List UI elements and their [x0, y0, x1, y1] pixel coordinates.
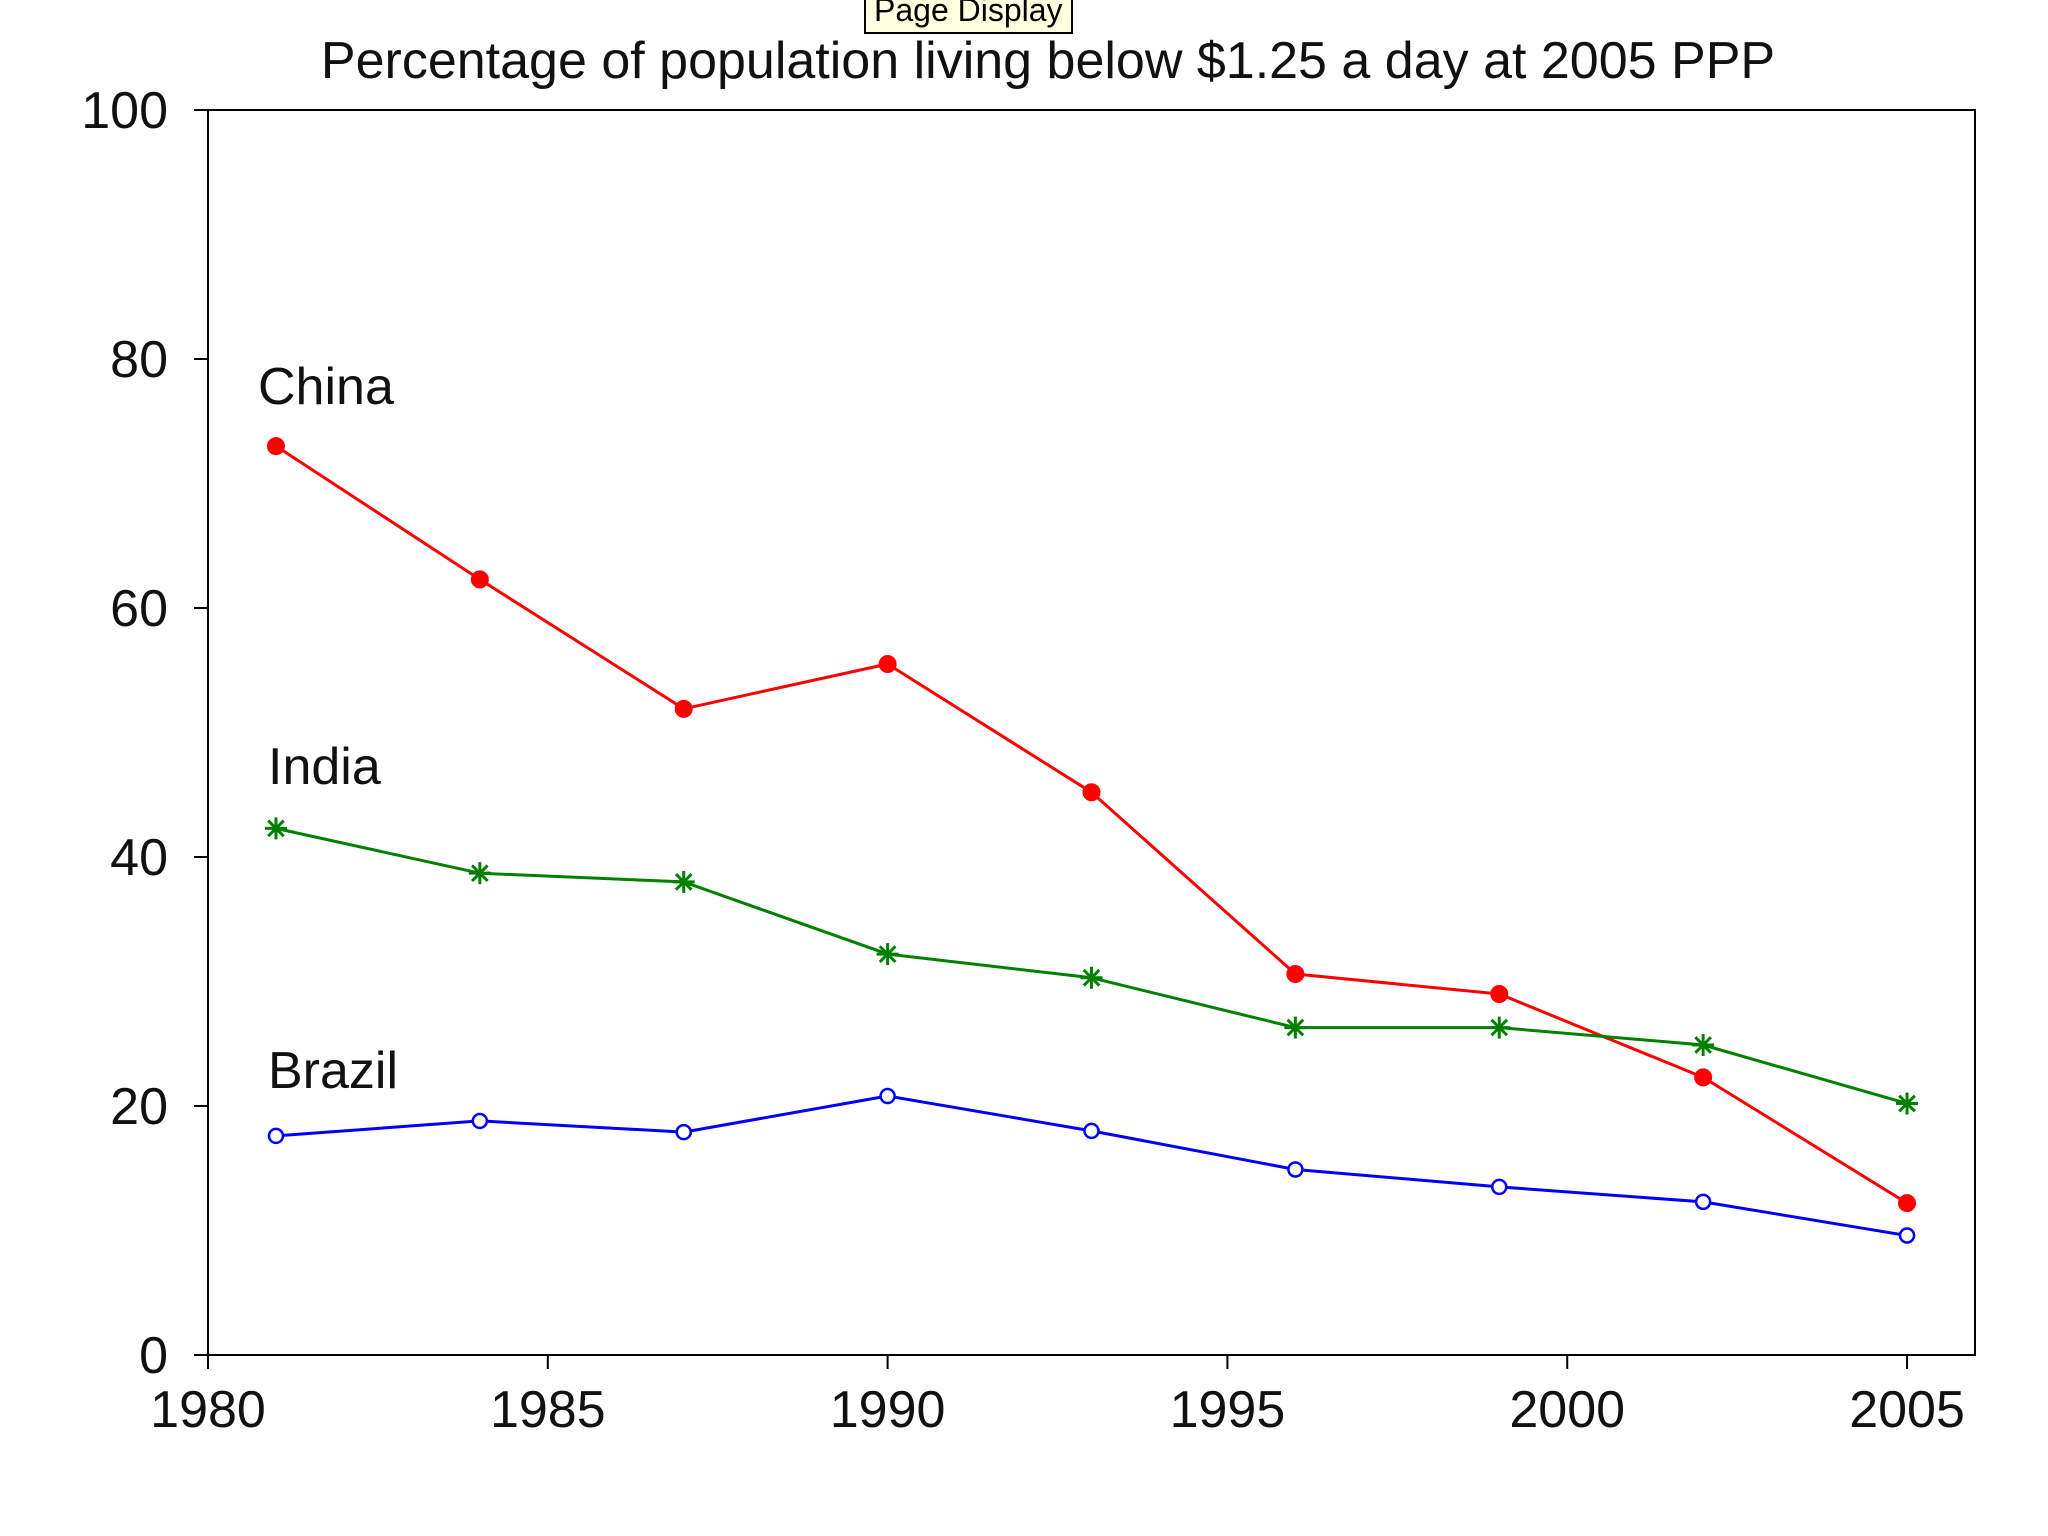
- india-point: [1284, 1016, 1307, 1039]
- india-point: [1080, 966, 1103, 989]
- y-tick-label: 60: [110, 580, 168, 638]
- brazil-point: [1491, 1178, 1508, 1196]
- china-point: [266, 437, 285, 456]
- india-point: [876, 943, 899, 966]
- china-point: [1082, 783, 1101, 802]
- brazil-line: [275, 1094, 1908, 1237]
- china-point: [674, 699, 693, 718]
- y-axis: 0 20 40 60 80 100: [81, 82, 208, 1385]
- china-point: [1490, 984, 1509, 1003]
- series-labels: China India Brazil: [258, 358, 398, 1100]
- y-tick-label: 100: [81, 82, 168, 140]
- brazil-point: [1083, 1122, 1100, 1140]
- brazil-point: [1694, 1193, 1712, 1211]
- x-tick-label: 1980: [150, 1381, 266, 1439]
- india-point: [1488, 1016, 1511, 1039]
- china-point: [1286, 965, 1305, 984]
- brazil-point: [879, 1087, 896, 1105]
- china-point: [1898, 1194, 1917, 1213]
- series-label-china: China: [258, 358, 394, 416]
- series-china: [266, 437, 1917, 1213]
- x-axis: 1980 1985 1990 1995 2000 2005: [150, 1355, 1965, 1439]
- plot-frame: [207, 109, 1976, 1356]
- x-tick-label: 1985: [490, 1381, 606, 1439]
- india-point: [1896, 1092, 1919, 1115]
- china-line: [275, 444, 1908, 1205]
- x-tick-label: 2000: [1509, 1381, 1625, 1439]
- y-tick-label: 40: [110, 829, 168, 887]
- series-layer: [264, 437, 1919, 1244]
- page-display-tooltip: Page Display: [864, 0, 1073, 34]
- x-tick-label: 2005: [1849, 1381, 1965, 1439]
- brazil-point: [1287, 1161, 1304, 1178]
- chart-title: Percentage of population living below $1…: [321, 32, 1775, 90]
- y-tick-label: 80: [110, 331, 168, 389]
- y-tick-label: 0: [139, 1327, 168, 1385]
- china-point: [470, 570, 489, 589]
- series-label-brazil: Brazil: [268, 1042, 398, 1100]
- series-india: [264, 817, 1919, 1115]
- india-point: [1692, 1033, 1715, 1056]
- x-tick-label: 1990: [830, 1381, 946, 1439]
- india-point: [468, 862, 491, 885]
- series-brazil: [267, 1087, 1916, 1244]
- series-label-india: India: [268, 738, 381, 796]
- china-point: [1694, 1068, 1713, 1087]
- y-tick-label: 20: [110, 1078, 168, 1136]
- india-point: [264, 817, 287, 840]
- brazil-point: [471, 1112, 489, 1130]
- brazil-point: [1898, 1227, 1916, 1244]
- india-point: [672, 870, 695, 893]
- brazil-point: [267, 1127, 285, 1145]
- x-tick-label: 1995: [1170, 1381, 1286, 1439]
- china-point: [878, 655, 897, 674]
- brazil-point: [675, 1123, 692, 1141]
